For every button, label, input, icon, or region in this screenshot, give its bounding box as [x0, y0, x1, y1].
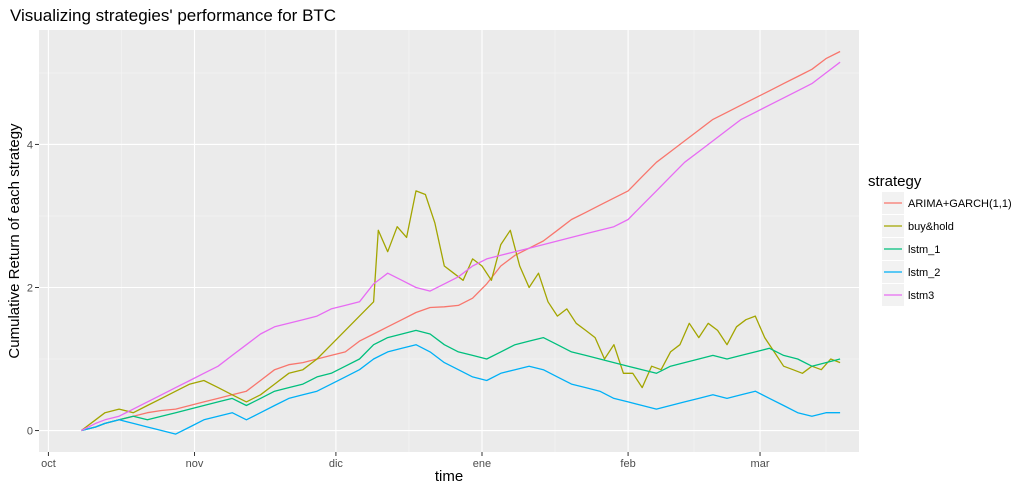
major-gridlines	[39, 30, 859, 452]
series-layer	[81, 50, 841, 435]
y-axis-label: Cumulative Return of each strategy	[6, 123, 23, 359]
x-tick-label: feb	[620, 458, 635, 470]
legend-label: buy&hold	[908, 221, 954, 233]
legend-label: lstm_1	[908, 244, 940, 256]
legend: strategy ARIMA+GARCH(1,1) buy&hold lstm_1l…	[868, 173, 1012, 306]
chart-title: Visualizing strategies' performance for …	[10, 6, 336, 25]
x-tick-label: nov	[186, 458, 204, 470]
minor-gridlines	[39, 30, 859, 452]
legend-title: strategy	[868, 173, 922, 190]
y-tick-label: 0	[27, 426, 33, 438]
series-line	[81, 50, 841, 432]
series-line	[81, 190, 841, 432]
legend-label: lstm3	[908, 290, 934, 302]
series-line	[81, 344, 841, 435]
plot-panel	[39, 30, 859, 452]
x-tick-label: ene	[473, 458, 491, 470]
legend-label: ARIMA+GARCH(1,1)	[908, 198, 1012, 210]
legend-items: ARIMA+GARCH(1,1) buy&hold lstm_1 lstm_2lstm…	[882, 192, 1012, 306]
x-tick-label: oct	[41, 458, 56, 470]
series-line	[81, 61, 841, 432]
series-line	[81, 329, 841, 432]
x-axis: oct nov dic ene feb mar	[41, 452, 770, 470]
x-tick-label: dic	[329, 458, 344, 470]
y-tick-label: 2	[27, 282, 33, 294]
x-tick-label: mar	[751, 458, 770, 470]
y-axis: 0 2 4	[27, 139, 39, 438]
legend-label: lstm_2	[908, 267, 940, 279]
y-tick-label: 4	[27, 139, 33, 151]
x-axis-label: time	[435, 468, 463, 485]
